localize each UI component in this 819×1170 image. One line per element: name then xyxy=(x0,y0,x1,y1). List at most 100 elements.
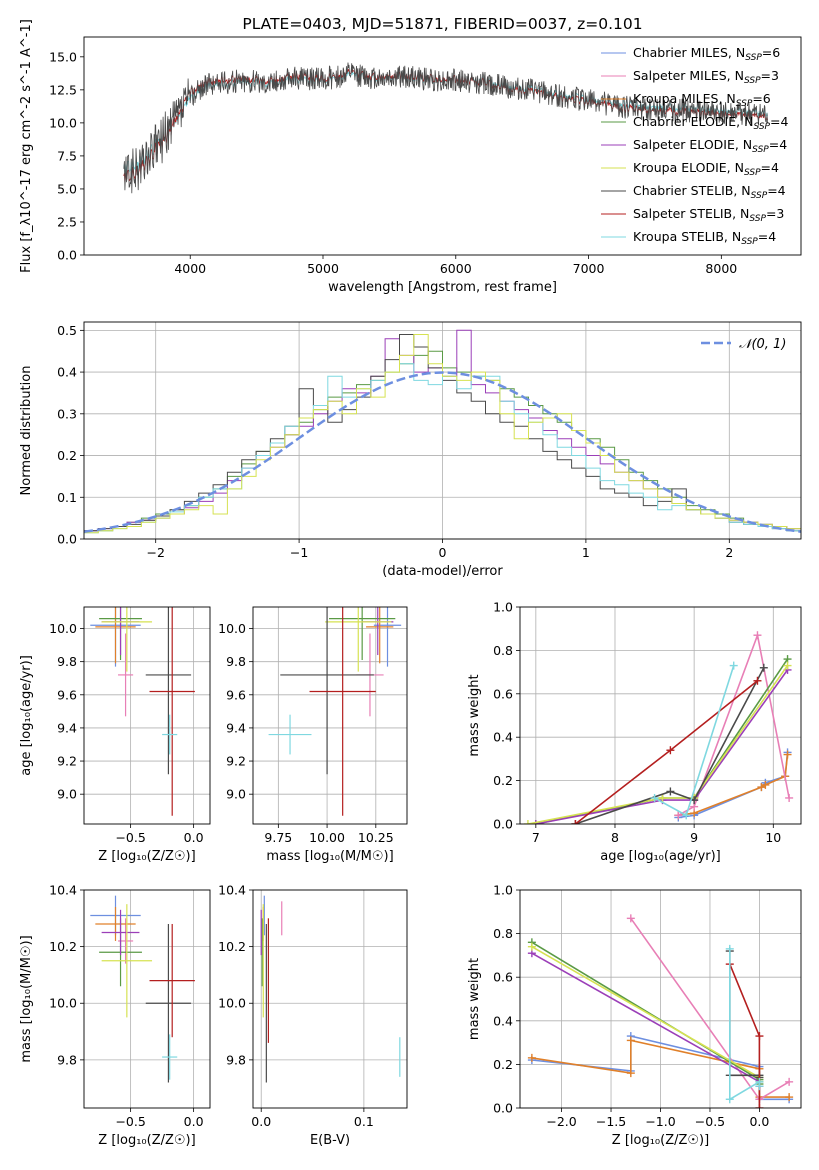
x-tick-label: 9 xyxy=(690,830,698,845)
axes-frame xyxy=(252,606,408,825)
weight-point-salpeter_miles xyxy=(785,1077,794,1086)
plot-area-histogram xyxy=(84,329,801,534)
y-tick-label: 9.2 xyxy=(57,754,77,769)
plot-area-mass_vs_Z xyxy=(90,895,195,1083)
y-tick-label: 1.0 xyxy=(493,600,513,615)
errorbar-chabrier_miles xyxy=(373,607,402,667)
weight-point-salpeter_miles xyxy=(785,793,794,802)
y-tick-label: 9.6 xyxy=(226,687,246,702)
panel-mass_vs_Z: −0.5 0.0 9.8 10.0 10.2 10.4 Z [log₁₀(Z/Z☉)] mas… xyxy=(19,883,211,1148)
panel-age_vs_Z: −0.5 0.0 9.0 9.2 9.4 9.6 9.8 10.0 Z [log₁₀(Z/Z☉)… xyxy=(19,606,211,864)
y-tick-label: 0.8 xyxy=(493,926,513,941)
x-tick-label: 10.25 xyxy=(358,830,394,845)
plot-area-mass_vs_EBV xyxy=(260,895,401,1083)
x-tick-label: 0 xyxy=(439,545,447,560)
weight-point-kroupa_stelib xyxy=(650,793,659,802)
errorbar-kroupa_elodie xyxy=(325,607,392,672)
y-tick-label: 9.6 xyxy=(57,687,77,702)
y-tick-label: 10.0 xyxy=(218,621,246,636)
legend-label: Kroupa MILES, NSSP=6 xyxy=(633,91,771,109)
y-tick-label: 1.0 xyxy=(493,883,513,898)
y-tick-label: 12.5 xyxy=(49,82,77,97)
plot-area-age_vs_mass xyxy=(268,607,402,816)
legend-label: Salpeter STELIB, NSSP=3 xyxy=(633,206,784,224)
x-tick-label: 4000 xyxy=(174,261,206,276)
legend-label: Salpeter MILES, NSSP=3 xyxy=(633,68,779,86)
x-tick-label: 5000 xyxy=(307,261,339,276)
y-axis-label: age [log₁₀(age/yr)] xyxy=(19,655,34,776)
x-tick-label: 10.00 xyxy=(309,830,345,845)
axes-frame xyxy=(252,889,408,1109)
x-tick-label: −1.0 xyxy=(645,1114,675,1129)
plot-area-weight_vs_Z xyxy=(527,914,794,1108)
errorbar-salpeter_stelib xyxy=(309,607,376,816)
y-tick-label: 9.0 xyxy=(57,787,77,802)
x-axis-label: Z [log₁₀(Z/Z☉)] xyxy=(98,1133,195,1148)
errorbar-chabrier_stelib xyxy=(145,607,192,775)
weight-point-kroupa_miles xyxy=(626,1069,635,1078)
y-axis-label: Flux [f_λ10^-17 erg cm^-2 s^-1 A^-1] xyxy=(19,19,34,273)
errorbar-chabrier_stelib xyxy=(145,923,192,1083)
y-tick-label: 0.1 xyxy=(57,490,77,505)
spectrum-series-chabrier_stelib xyxy=(123,62,768,194)
y-tick-label: 0.3 xyxy=(57,406,77,421)
weight-point-salpeter_stelib xyxy=(753,676,762,685)
weight-line-salpeter_elodie xyxy=(531,952,761,1087)
weight-line-chabrier_miles xyxy=(531,1035,790,1101)
weight-point-kroupa_miles xyxy=(626,1036,635,1045)
y-tick-label: 0.4 xyxy=(493,1013,513,1028)
x-tick-label: 6000 xyxy=(440,261,472,276)
x-tick-label: −0.5 xyxy=(115,1114,145,1129)
weight-point-chabrier_stelib xyxy=(666,787,675,796)
panel-spectrum: 4000 5000 6000 7000 8000 0.0 2.5 5.0 7.5 10.0 12.5… xyxy=(19,15,802,295)
weight-point-kroupa_stelib xyxy=(729,661,738,670)
y-tick-label: 9.8 xyxy=(57,654,77,669)
y-tick-label: 0.0 xyxy=(57,532,77,547)
errorbar-salpeter_miles xyxy=(118,633,134,717)
weight-point-kroupa_elodie xyxy=(527,942,536,951)
errorbar-kroupa_elodie xyxy=(101,904,153,1018)
plot-area-age_vs_Z xyxy=(90,607,195,816)
plot-area-weight_vs_age xyxy=(523,631,794,824)
axes-frame xyxy=(83,321,802,540)
x-axis-label: wavelength [Angstrom, rest frame] xyxy=(328,280,557,295)
x-tick-label: 0.0 xyxy=(749,1114,769,1129)
y-axis-label: Normed distribution xyxy=(19,366,34,496)
weight-line-chabrier_stelib xyxy=(728,951,761,1078)
x-axis-label: age [log₁₀(age/yr)] xyxy=(600,849,721,864)
errorbar-salpeter_stelib xyxy=(149,923,195,1038)
weight-point-salpeter_miles xyxy=(626,914,635,923)
weight-point-kroupa_elodie xyxy=(523,820,532,824)
x-axis-label: Z [log₁₀(Z/Z☉)] xyxy=(98,849,195,864)
y-axis-label: mass weight xyxy=(467,674,482,756)
legend-label: Salpeter ELODIE, NSSP=4 xyxy=(633,137,787,155)
weight-point-kroupa_miles xyxy=(785,1093,794,1102)
y-tick-label: 0.2 xyxy=(493,1057,513,1072)
y-tick-label: 10.0 xyxy=(49,996,77,1011)
x-tick-label: 0.0 xyxy=(251,1114,271,1129)
histogram-step-kroupa_elodie xyxy=(84,334,801,534)
y-tick-label: 10.0 xyxy=(218,996,246,1011)
y-tick-label: 0.2 xyxy=(493,773,513,788)
x-tick-label: −2.0 xyxy=(546,1114,576,1129)
weight-point-kroupa_miles xyxy=(527,1053,536,1062)
panel-mass_vs_EBV: 0.0 0.1 9.8 10.0 10.2 10.4 E(B-V) xyxy=(218,883,408,1148)
axes-frame xyxy=(83,36,802,256)
x-tick-label: 1 xyxy=(582,545,590,560)
y-tick-label: 9.4 xyxy=(57,720,77,735)
errorbar-kroupa_miles xyxy=(366,607,394,664)
y-tick-label: 7.5 xyxy=(57,148,77,163)
x-axis-label: mass [log₁₀(M/M☉)] xyxy=(266,849,393,864)
y-tick-label: 0.4 xyxy=(493,730,513,745)
y-tick-label: 9.4 xyxy=(226,720,246,735)
y-tick-label: 10.2 xyxy=(218,939,246,954)
weight-line-salpeter_stelib xyxy=(729,963,761,1108)
weight-line-chabrier_elodie xyxy=(535,658,789,824)
x-tick-label: 7 xyxy=(532,830,540,845)
weight-point-kroupa_stelib xyxy=(725,944,734,953)
panel-weight_vs_age: 7 8 9 10 0.0 0.2 0.4 0.6 0.8 1.0 age [log₁₀(age/yr… xyxy=(467,600,802,864)
legend-label: Chabrier ELODIE, NSSP=4 xyxy=(633,114,788,132)
legend-label: 𝒩(0, 1) xyxy=(739,337,786,352)
errorbar-chabrier_stelib xyxy=(280,607,374,775)
